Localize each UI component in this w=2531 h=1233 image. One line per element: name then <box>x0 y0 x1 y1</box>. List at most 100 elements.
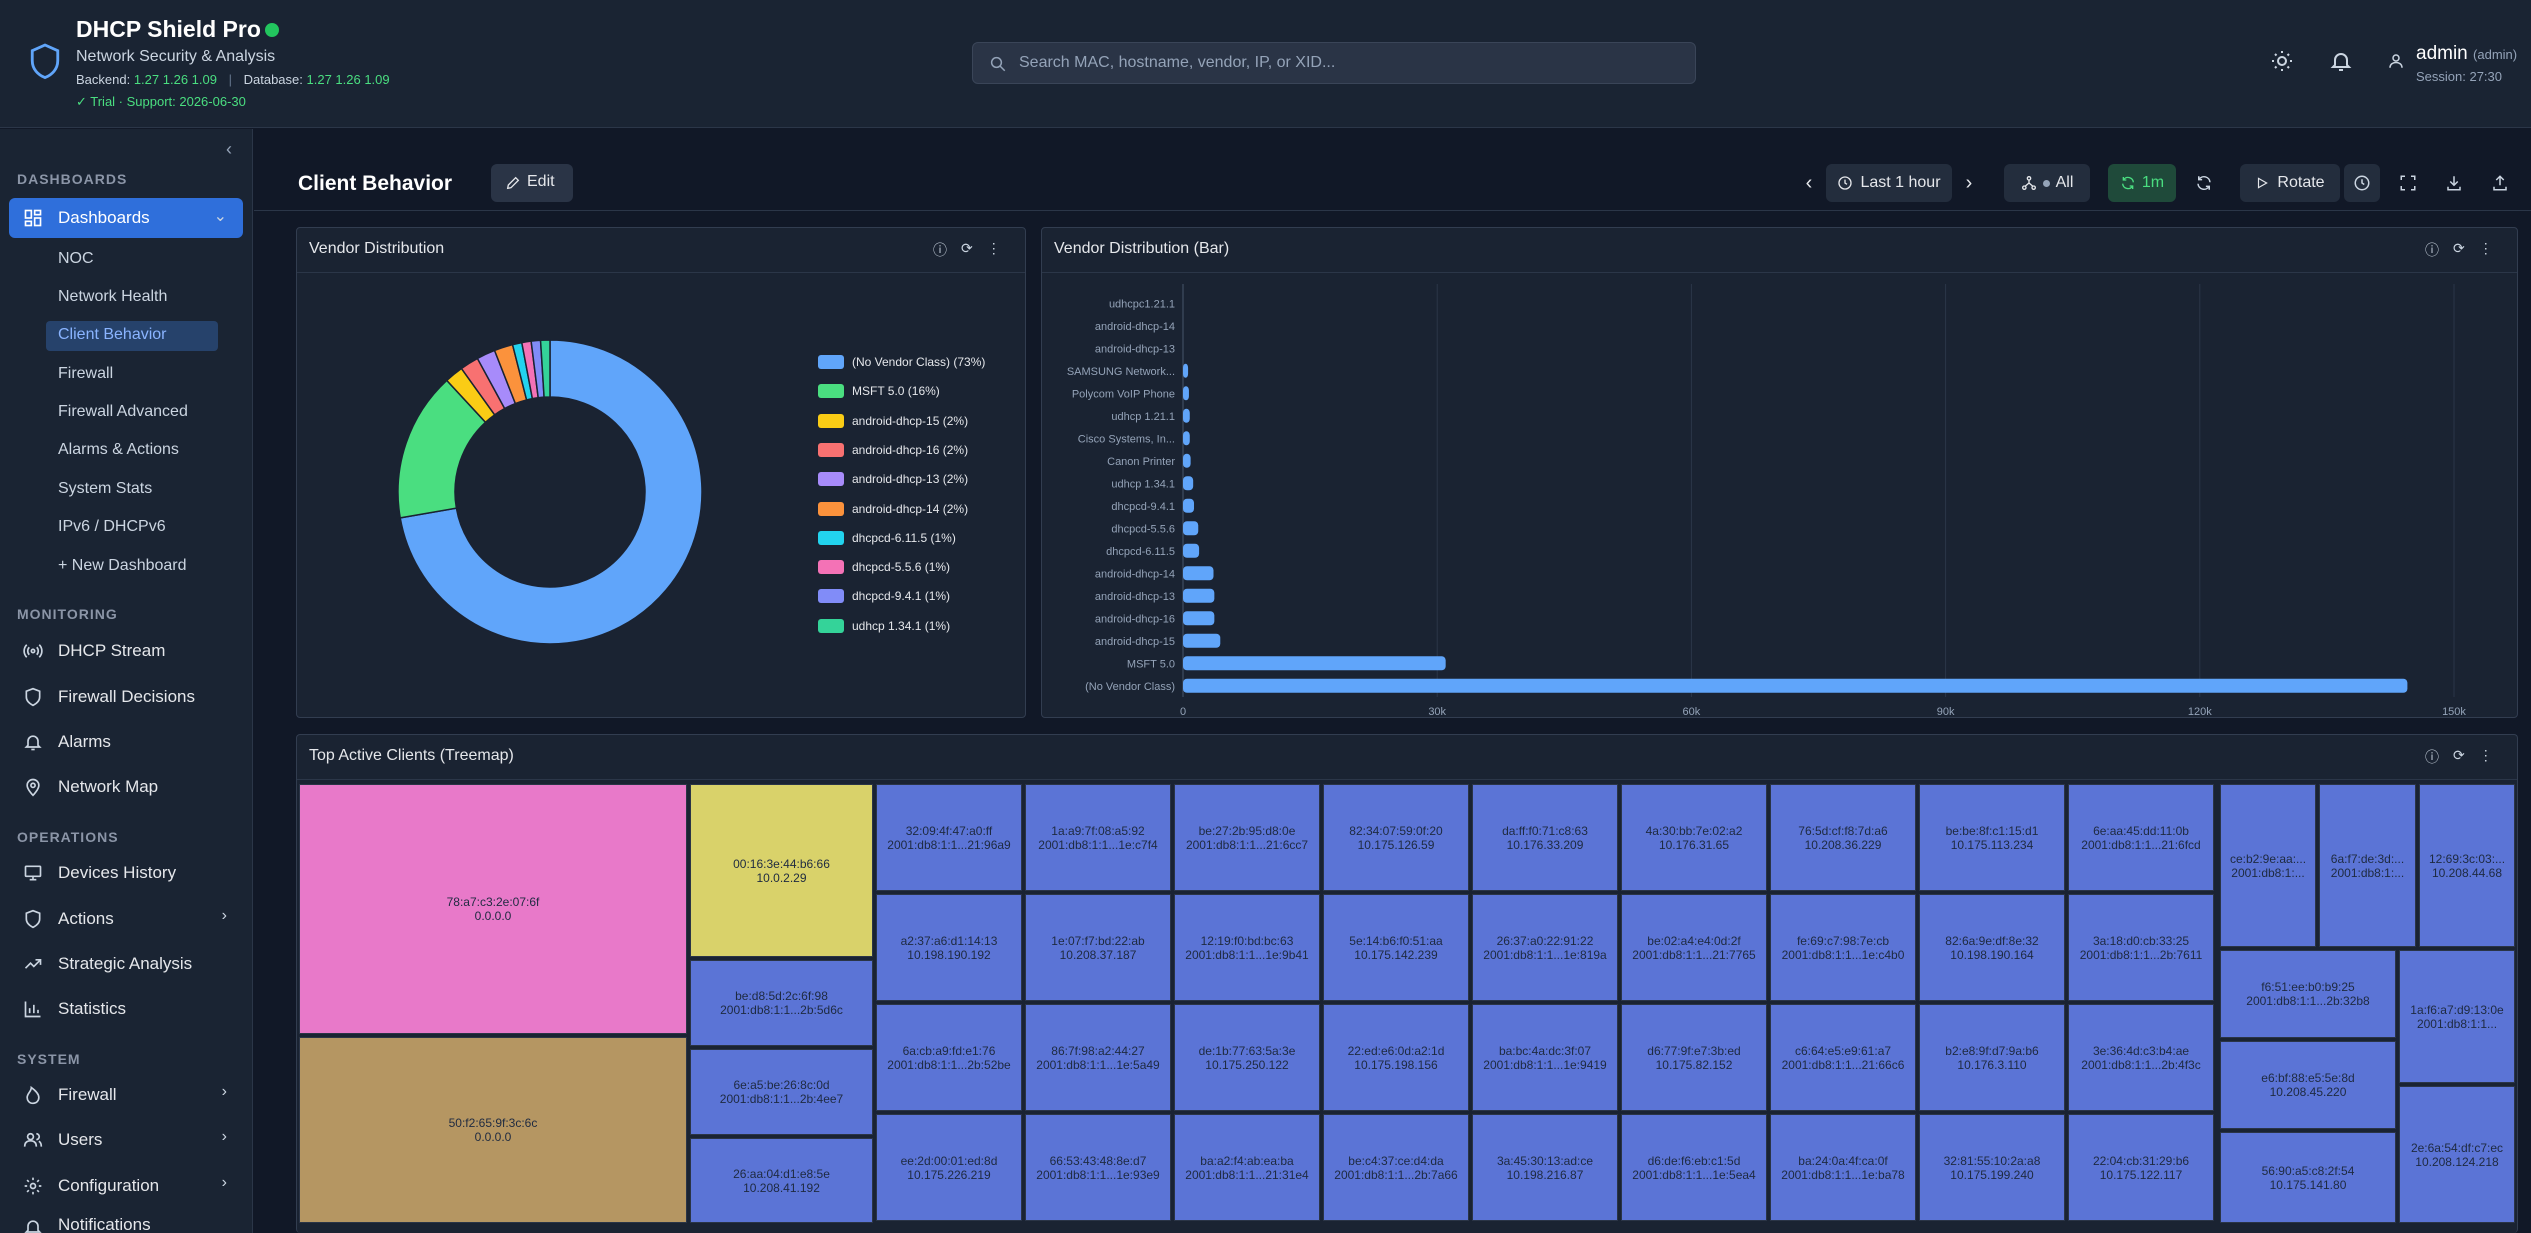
treemap-cell[interactable]: c6:64:e5:e9:61:a7 2001:db8:1:1...21:66c6 <box>1770 1004 1916 1111</box>
treemap-cell[interactable]: da:ff:f0:71:c8:63 10.176.33.209 <box>1472 784 1618 891</box>
more-icon[interactable]: ⋮ <box>2478 747 2493 763</box>
treemap-cell[interactable]: 22:04:cb:31:29:b6 10.175.122.117 <box>2068 1114 2214 1221</box>
treemap-cell[interactable]: 26:37:a0:22:91:22 2001:db8:1:1...1e:819a <box>1472 894 1618 1001</box>
treemap-cell[interactable]: be:be:8f:c1:15:d1 10.175.113.234 <box>1919 784 2065 891</box>
legend-item[interactable]: dhcpcd-9.4.1 (1%) <box>818 586 1078 606</box>
sidebar-item-devices-history[interactable]: Devices History <box>9 853 243 893</box>
legend-item[interactable]: (No Vendor Class) (73%) <box>818 352 1078 372</box>
treemap-cell[interactable]: be:27:2b:95:d8:0e 2001:db8:1:1...21:6cc7 <box>1174 784 1320 891</box>
treemap-cell[interactable]: 76:5d:cf:f8:7d:a6 10.208.36.229 <box>1770 784 1916 891</box>
bar[interactable] <box>1183 498 1195 513</box>
edit-button[interactable]: Edit <box>491 164 573 202</box>
bar[interactable] <box>1183 633 1221 648</box>
treemap-cell[interactable]: a2:37:a6:d1:14:13 10.198.190.192 <box>876 894 1022 1001</box>
sidebar-item-firewall-decisions[interactable]: Firewall Decisions <box>9 677 243 717</box>
legend-item[interactable]: dhcpcd-6.11.5 (1%) <box>818 528 1078 548</box>
sidebar-subitem-firewall-advanced[interactable]: Firewall Advanced <box>58 403 188 420</box>
fullscreen-icon[interactable] <box>2390 164 2426 202</box>
sidebar-item-dhcp-stream[interactable]: DHCP Stream <box>9 631 243 671</box>
bar[interactable] <box>1183 521 1199 536</box>
global-search[interactable] <box>972 42 1696 84</box>
treemap-cell[interactable]: 6a:f7:de:3d:... 2001:db8:1:... <box>2319 784 2416 947</box>
bar[interactable] <box>1183 656 1446 671</box>
sidebar-subitem-alarms-actions[interactable]: Alarms & Actions <box>58 441 179 458</box>
time-range-picker[interactable]: Last 1 hour <box>1826 164 1952 202</box>
legend-item[interactable]: android-dhcp-13 (2%) <box>818 469 1078 489</box>
sidebar-subitem-noc[interactable]: NOC <box>58 250 94 267</box>
bar[interactable] <box>1183 678 2408 693</box>
treemap-cell[interactable]: ba:bc:4a:dc:3f:07 2001:db8:1:1...1e:9419 <box>1472 1004 1618 1111</box>
treemap-cell[interactable]: 86:7f:98:a2:44:27 2001:db8:1:1...1e:5a49 <box>1025 1004 1171 1111</box>
help-icon[interactable]: ⓘ <box>2425 749 2439 765</box>
treemap-cell[interactable]: 50:f2:65:9f:3c:6c 0.0.0.0 <box>299 1037 687 1223</box>
search-input[interactable] <box>1019 43 1679 83</box>
treemap-cell[interactable]: 12:69:3c:03:... 10.208.44.68 <box>2419 784 2515 947</box>
treemap-cell[interactable]: be:d8:5d:2c:6f:98 2001:db8:1:1...2b:5d6c <box>690 960 873 1046</box>
collapse-sidebar-icon[interactable]: ‹ <box>226 139 232 159</box>
legend-item[interactable]: android-dhcp-16 (2%) <box>818 440 1078 460</box>
treemap-cell[interactable]: 6e:a5:be:26:8c:0d 2001:db8:1:1...2b:4ee7 <box>690 1049 873 1135</box>
user-menu[interactable]: admin (admin) <box>2416 43 2517 65</box>
more-icon[interactable]: ⋮ <box>986 240 1001 256</box>
treemap-cell[interactable]: de:1b:77:63:5a:3e 10.175.250.122 <box>1174 1004 1320 1111</box>
treemap-cell[interactable]: f6:51:ee:b0:b9:25 2001:db8:1:1...2b:32b8 <box>2220 950 2396 1038</box>
treemap-cell[interactable]: 6a:cb:a9:fd:e1:76 2001:db8:1:1...2b:52be <box>876 1004 1022 1111</box>
upload-icon[interactable] <box>2482 164 2518 202</box>
sidebar-item-alarms[interactable]: Alarms <box>9 722 243 762</box>
refresh-icon[interactable]: ⟳ <box>2453 747 2465 763</box>
treemap-cell[interactable]: 00:16:3e:44:b6:66 10.0.2.29 <box>690 784 873 957</box>
treemap-cell[interactable]: 1a:f6:a7:d9:13:0e 2001:db8:1:1... <box>2399 950 2515 1083</box>
new-dashboard-button[interactable]: + New Dashboard <box>58 557 187 574</box>
treemap-cell[interactable]: 56:90:a5:c8:2f:54 10.175.141.80 <box>2220 1132 2396 1223</box>
more-icon[interactable]: ⋮ <box>2478 240 2493 256</box>
refresh-icon[interactable]: ⟳ <box>2453 240 2465 256</box>
treemap-cell[interactable]: 12:19:f0:bd:bc:63 2001:db8:1:1...1e:9b41 <box>1174 894 1320 1001</box>
sidebar-item-system-firewall[interactable]: Firewall › <box>9 1075 243 1115</box>
treemap-cell[interactable]: d6:77:9f:e7:3b:ed 10.175.82.152 <box>1621 1004 1767 1111</box>
legend-item[interactable]: dhcpcd-5.5.6 (1%) <box>818 557 1078 577</box>
next-time-button[interactable]: › <box>1965 171 1973 194</box>
bar[interactable] <box>1183 453 1191 468</box>
treemap-cell[interactable]: 3a:45:30:13:ad:ce 10.198.216.87 <box>1472 1114 1618 1221</box>
theme-toggle-icon[interactable] <box>2270 49 2294 73</box>
download-icon[interactable] <box>2436 164 2472 202</box>
sidebar-item-notifications[interactable]: Notifications <box>9 1211 243 1233</box>
refresh-icon[interactable]: ⟳ <box>961 240 973 256</box>
treemap-cell[interactable]: be:02:a4:e4:0d:2f 2001:db8:1:1...21:7765 <box>1621 894 1767 1001</box>
treemap-cell[interactable]: 82:34:07:59:0f:20 10.175.126.59 <box>1323 784 1469 891</box>
help-icon[interactable]: ⓘ <box>933 242 947 258</box>
bar[interactable] <box>1183 588 1215 603</box>
treemap-cell[interactable]: 1e:07:f7:bd:22:ab 10.208.37.187 <box>1025 894 1171 1001</box>
legend-item[interactable]: udhcp 1.34.1 (1%) <box>818 616 1078 636</box>
help-icon[interactable]: ⓘ <box>2425 242 2439 258</box>
sidebar-item-statistics[interactable]: Statistics <box>9 989 243 1029</box>
pie-slice[interactable] <box>399 339 703 645</box>
bar[interactable] <box>1183 543 1200 558</box>
treemap-cell[interactable]: 3e:36:4d:c3:b4:ae 2001:db8:1:1...2b:4f3c <box>2068 1004 2214 1111</box>
bar[interactable] <box>1183 363 1189 378</box>
treemap-cell[interactable]: be:c4:37:ce:d4:da 2001:db8:1:1...2b:7a66 <box>1323 1114 1469 1221</box>
pie-slice[interactable] <box>539 339 551 398</box>
sidebar-item-actions[interactable]: Actions › <box>9 899 243 939</box>
prev-time-button[interactable]: ‹ <box>1805 171 1813 194</box>
bar[interactable] <box>1183 476 1194 491</box>
treemap-cell[interactable]: ba:a2:f4:ab:ea:ba 2001:db8:1:1...21:31e4 <box>1174 1114 1320 1221</box>
treemap-cell[interactable]: 5e:14:b6:f0:51:aa 10.175.142.239 <box>1323 894 1469 1001</box>
treemap-cell[interactable]: 6e:aa:45:dd:11:0b 2001:db8:1:1...21:6fcd <box>2068 784 2214 891</box>
refresh-interval-button[interactable]: 1m <box>2108 164 2176 202</box>
sidebar-subitem-network-health[interactable]: Network Health <box>58 288 168 305</box>
treemap-cell[interactable]: 4a:30:bb:7e:02:a2 10.176.31.65 <box>1621 784 1767 891</box>
treemap-cell[interactable]: 82:6a:9e:df:8e:32 10.198.190.164 <box>1919 894 2065 1001</box>
sidebar-subitem-system-stats[interactable]: System Stats <box>58 480 153 497</box>
bar[interactable] <box>1183 431 1190 446</box>
sidebar-subitem-firewall[interactable]: Firewall <box>58 365 114 382</box>
treemap-cell[interactable]: 32:09:4f:47:a0:ff 2001:db8:1:1...21:96a9 <box>876 784 1022 891</box>
bar[interactable] <box>1183 408 1190 423</box>
sidebar-item-configuration[interactable]: Configuration › <box>9 1166 243 1206</box>
treemap-cell[interactable]: 22:ed:e6:0d:a2:1d 10.175.198.156 <box>1323 1004 1469 1111</box>
sidebar-item-network-map[interactable]: Network Map <box>9 767 243 807</box>
bell-icon[interactable] <box>2329 49 2353 73</box>
user-icon[interactable] <box>2387 52 2405 70</box>
legend-item[interactable]: android-dhcp-15 (2%) <box>818 411 1078 431</box>
bar[interactable] <box>1183 386 1189 401</box>
